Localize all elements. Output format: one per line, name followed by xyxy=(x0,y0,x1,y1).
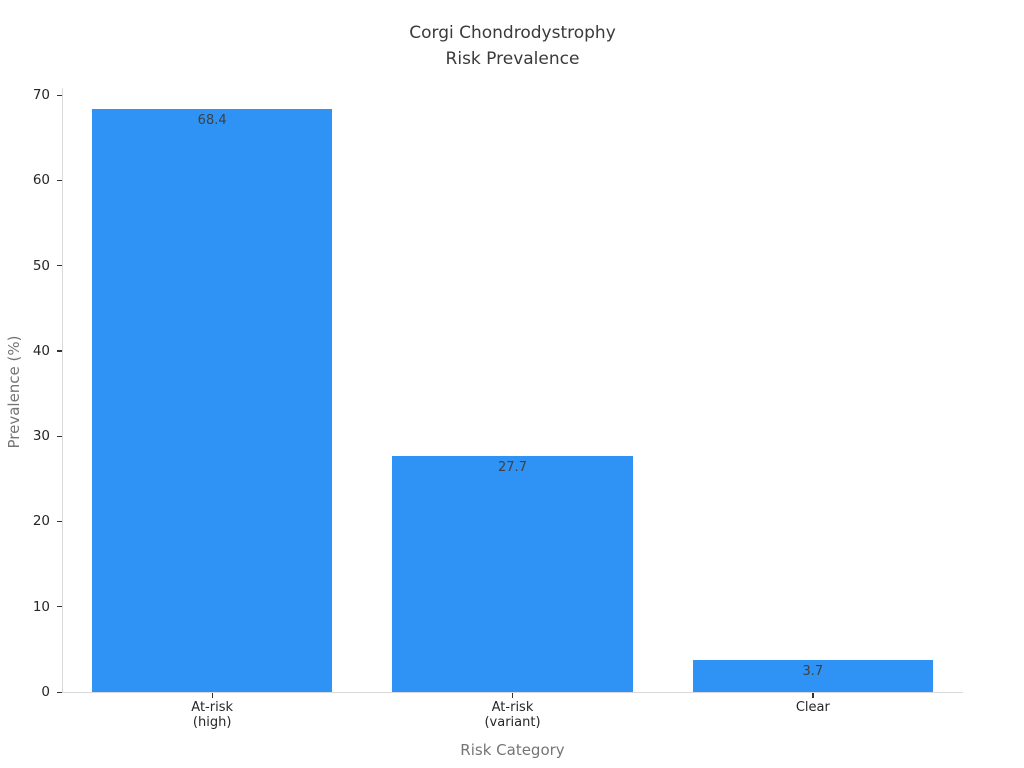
y-tick-mark xyxy=(57,94,62,96)
x-tick-label: Clear xyxy=(795,700,830,715)
bar xyxy=(692,660,933,692)
bar-value-label: 27.7 xyxy=(498,459,527,475)
x-tick-mark xyxy=(211,693,213,698)
y-tick-label: 30 xyxy=(32,428,50,445)
y-tick-mark xyxy=(57,606,62,608)
y-tick-mark xyxy=(57,179,62,181)
y-tick-mark xyxy=(57,691,62,693)
y-axis-title: Prevalence (%) xyxy=(5,335,23,449)
x-tick-mark xyxy=(512,693,514,698)
y-tick-label: 60 xyxy=(32,172,50,189)
y-tick-mark xyxy=(57,350,62,352)
bar xyxy=(392,455,633,692)
y-tick-mark xyxy=(57,435,62,437)
y-tick-label: 10 xyxy=(32,598,50,615)
bar-value-label: 3.7 xyxy=(802,664,824,680)
y-tick-label: 40 xyxy=(32,342,50,359)
x-tick-mark xyxy=(812,693,814,698)
x-axis-title: Risk Category xyxy=(460,741,565,759)
x-axis-spine xyxy=(62,692,963,693)
y-tick-mark xyxy=(57,265,62,267)
y-tick-label: 70 xyxy=(32,87,50,103)
chart-title: Corgi Chondrodystrophy Risk Prevalence xyxy=(409,23,616,69)
y-tick-label: 20 xyxy=(32,513,50,530)
y-tick-mark xyxy=(57,520,62,523)
y-tick-label: 50 xyxy=(32,257,50,274)
y-axis-spine xyxy=(62,88,63,692)
y-tick-label: 0 xyxy=(41,684,50,700)
x-tick-label: At-risk (high) xyxy=(191,700,234,730)
x-tick-label: At-risk (variant) xyxy=(484,700,541,730)
bar-value-label: 68.4 xyxy=(197,112,227,128)
bar xyxy=(92,108,333,692)
